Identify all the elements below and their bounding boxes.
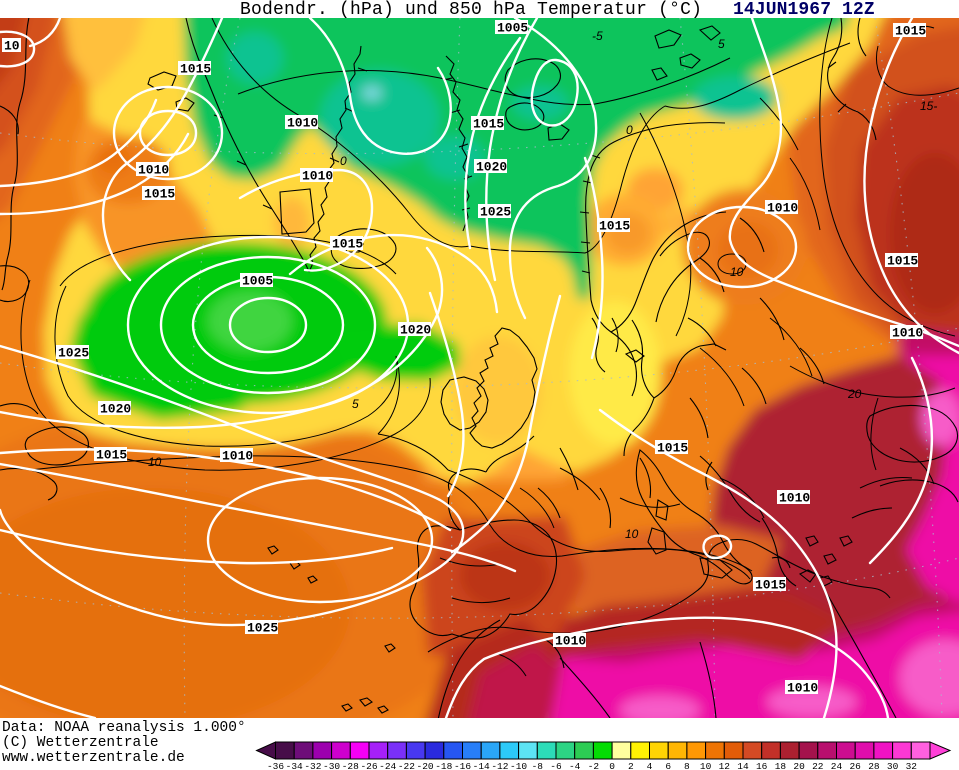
svg-text:10: 10 xyxy=(4,39,20,54)
svg-text:1010: 1010 xyxy=(787,681,818,696)
svg-text:-30: -30 xyxy=(323,761,340,770)
svg-text:16: 16 xyxy=(756,761,768,770)
svg-text:-12: -12 xyxy=(491,761,508,770)
svg-text:1020: 1020 xyxy=(400,323,431,338)
svg-text:1025: 1025 xyxy=(58,346,89,361)
svg-text:-20: -20 xyxy=(417,761,434,770)
svg-text:1015: 1015 xyxy=(473,117,504,132)
svg-text:28: 28 xyxy=(868,761,880,770)
svg-text:-28: -28 xyxy=(342,761,359,770)
svg-text:18: 18 xyxy=(775,761,787,770)
svg-text:1015: 1015 xyxy=(657,441,688,456)
svg-text:-6: -6 xyxy=(550,761,562,770)
svg-text:1010: 1010 xyxy=(555,634,586,649)
svg-text:4: 4 xyxy=(647,761,653,770)
svg-text:15-: 15- xyxy=(920,99,937,113)
svg-text:20: 20 xyxy=(793,761,805,770)
svg-text:32: 32 xyxy=(906,761,918,770)
svg-text:20: 20 xyxy=(847,387,862,401)
svg-text:24: 24 xyxy=(831,761,843,770)
svg-text:12: 12 xyxy=(719,761,731,770)
svg-text:1005: 1005 xyxy=(497,21,528,36)
svg-text:1010: 1010 xyxy=(302,169,333,184)
svg-text:-24: -24 xyxy=(379,761,396,770)
svg-text:-4: -4 xyxy=(569,761,581,770)
svg-text:1015: 1015 xyxy=(599,219,630,234)
svg-text:1020: 1020 xyxy=(476,160,507,175)
svg-text:-16: -16 xyxy=(454,761,471,770)
svg-text:5: 5 xyxy=(352,397,359,411)
svg-text:30: 30 xyxy=(887,761,899,770)
svg-text:-22: -22 xyxy=(398,761,415,770)
svg-text:1025: 1025 xyxy=(247,621,278,636)
svg-text:5: 5 xyxy=(718,37,725,51)
svg-text:2: 2 xyxy=(628,761,634,770)
svg-text:10: 10 xyxy=(700,761,712,770)
svg-text:1010: 1010 xyxy=(287,116,318,131)
svg-text:1015: 1015 xyxy=(144,187,175,202)
svg-text:1015: 1015 xyxy=(332,237,363,252)
svg-text:26: 26 xyxy=(849,761,861,770)
svg-text:1025: 1025 xyxy=(480,205,511,220)
svg-text:22: 22 xyxy=(812,761,824,770)
svg-text:0: 0 xyxy=(626,123,633,137)
svg-text:1020: 1020 xyxy=(100,402,131,417)
svg-text:10: 10 xyxy=(625,527,639,541)
svg-text:0: 0 xyxy=(609,761,615,770)
svg-text:1010: 1010 xyxy=(767,201,798,216)
svg-text:1015: 1015 xyxy=(755,578,786,593)
svg-text:-14: -14 xyxy=(473,761,490,770)
svg-text:-2: -2 xyxy=(588,761,600,770)
svg-text:-8: -8 xyxy=(532,761,544,770)
svg-text:-36: -36 xyxy=(267,761,284,770)
svg-text:10: 10 xyxy=(730,265,744,279)
svg-text:1015: 1015 xyxy=(895,24,926,39)
svg-text:1010: 1010 xyxy=(138,163,169,178)
svg-text:10: 10 xyxy=(148,455,162,469)
svg-text:1010: 1010 xyxy=(779,491,810,506)
svg-text:6: 6 xyxy=(665,761,671,770)
svg-text:1010: 1010 xyxy=(892,326,923,341)
svg-text:1015: 1015 xyxy=(887,254,918,269)
svg-text:-5: -5 xyxy=(592,29,603,43)
svg-text:-18: -18 xyxy=(435,761,452,770)
svg-text:8: 8 xyxy=(684,761,690,770)
svg-text:-26: -26 xyxy=(360,761,377,770)
svg-text:1015: 1015 xyxy=(180,62,211,77)
svg-text:-32: -32 xyxy=(304,761,321,770)
svg-text:0: 0 xyxy=(340,154,347,168)
svg-text:-10: -10 xyxy=(510,761,527,770)
svg-text:1010: 1010 xyxy=(222,449,253,464)
svg-text:-34: -34 xyxy=(286,761,303,770)
svg-text:1015: 1015 xyxy=(96,448,127,463)
svg-text:1005: 1005 xyxy=(242,274,273,289)
svg-text:14: 14 xyxy=(737,761,749,770)
